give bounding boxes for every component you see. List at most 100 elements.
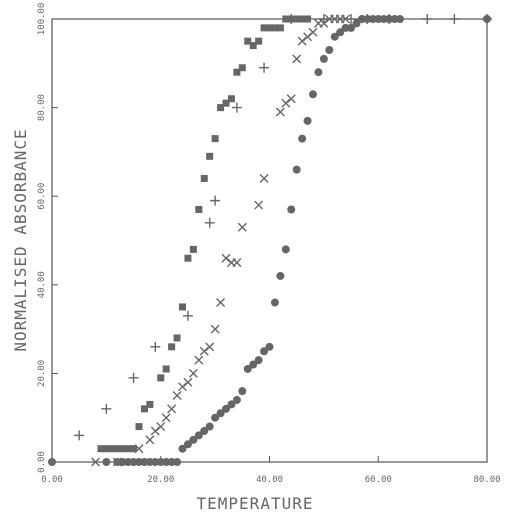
point-x: [232, 258, 242, 268]
x-tick-label: 0.00: [41, 475, 63, 485]
point-x: [194, 355, 204, 365]
point-circle: [216, 409, 225, 418]
point-square: [217, 104, 225, 112]
point-x: [134, 444, 144, 454]
y-tick-label: 40.00: [37, 271, 47, 298]
y-tick-label: 100.00: [37, 3, 47, 36]
point-square: [304, 15, 312, 23]
point-square: [298, 15, 306, 23]
point-square: [189, 245, 197, 253]
point-x: [199, 346, 209, 356]
x-tick-label: 80.00: [473, 475, 500, 485]
point-plus: [150, 341, 161, 352]
point-plus: [346, 14, 357, 24]
point-circle: [232, 395, 241, 404]
point-square: [227, 95, 235, 103]
plot-frame: [51, 18, 488, 463]
point-square: [260, 24, 268, 32]
point-square: [179, 303, 186, 311]
point-plus: [231, 102, 242, 113]
point-square: [173, 334, 181, 342]
point-square: [255, 37, 263, 45]
point-square: [162, 365, 170, 373]
point-square: [157, 374, 165, 382]
point-circle: [303, 116, 312, 125]
point-x: [286, 94, 296, 104]
axis-ticks: 0.00 20.00 40.00 60.00 80.00 0.00 20.00 40.00 60…: [37, 3, 501, 485]
point-square: [135, 423, 143, 431]
point-circle: [483, 15, 491, 23]
point-x: [150, 426, 160, 436]
point-x: [303, 32, 313, 42]
point-circle: [211, 413, 220, 422]
point-square: [195, 205, 203, 213]
point-circle: [194, 431, 203, 440]
point-circle: [319, 54, 328, 63]
point-circle: [227, 400, 236, 409]
point-circle: [336, 28, 345, 37]
point-plus: [449, 14, 460, 24]
point-circle: [205, 422, 214, 431]
point-circle: [265, 342, 274, 351]
point-square: [276, 24, 284, 32]
series-plus: [74, 14, 492, 441]
point-circle: [314, 68, 323, 77]
point-plus: [74, 430, 85, 441]
series-square: [97, 15, 312, 453]
point-circle: [222, 404, 230, 413]
point-circle: [189, 435, 198, 444]
x-tick-label: 60.00: [365, 475, 392, 485]
y-tick-label: 20.00: [37, 360, 47, 387]
point-circle: [396, 15, 404, 23]
point-x: [297, 36, 307, 46]
point-x: [259, 173, 269, 183]
point-square: [238, 64, 246, 72]
point-x: [341, 14, 351, 24]
point-square: [168, 343, 176, 351]
point-square: [140, 405, 148, 413]
point-square: [108, 445, 116, 453]
point-square: [97, 445, 105, 453]
point-plus: [210, 195, 221, 206]
point-square: [287, 15, 295, 23]
point-x: [172, 391, 182, 401]
point-square: [184, 254, 192, 262]
point-circle: [173, 458, 182, 466]
y-tick-label: 80.00: [37, 94, 47, 121]
series-x: [91, 14, 351, 467]
point-circle: [330, 32, 339, 41]
point-x: [210, 324, 220, 334]
point-x: [281, 98, 291, 108]
point-x: [275, 107, 285, 117]
point-circle: [238, 387, 247, 396]
point-square: [266, 24, 273, 32]
point-x: [308, 27, 318, 37]
point-circle: [298, 134, 307, 143]
point-circle: [243, 364, 252, 373]
point-circle: [325, 46, 334, 55]
point-x: [161, 413, 171, 423]
point-square: [119, 445, 127, 453]
point-circle: [352, 19, 361, 28]
x-tick-label: 40.00: [256, 475, 283, 485]
point-x: [254, 200, 264, 210]
point-plus: [182, 310, 193, 321]
point-circle: [102, 458, 111, 466]
point-x: [178, 382, 187, 392]
y-tick-label: 0.00: [37, 451, 47, 473]
point-square: [206, 152, 214, 160]
point-circle: [260, 347, 269, 356]
point-circle: [347, 23, 356, 32]
point-circle: [276, 271, 285, 280]
point-square: [113, 445, 121, 453]
y-axis-title: NORMALISED ABSORBANCE: [11, 128, 30, 351]
point-square: [271, 24, 279, 32]
point-x: [91, 457, 100, 467]
x-axis-title: TEMPERATURE: [197, 494, 314, 513]
point-x: [292, 54, 302, 64]
series-circle: [48, 15, 491, 466]
x-tick-label: 20.00: [147, 475, 174, 485]
point-circle: [178, 444, 187, 453]
point-plus: [259, 62, 270, 73]
